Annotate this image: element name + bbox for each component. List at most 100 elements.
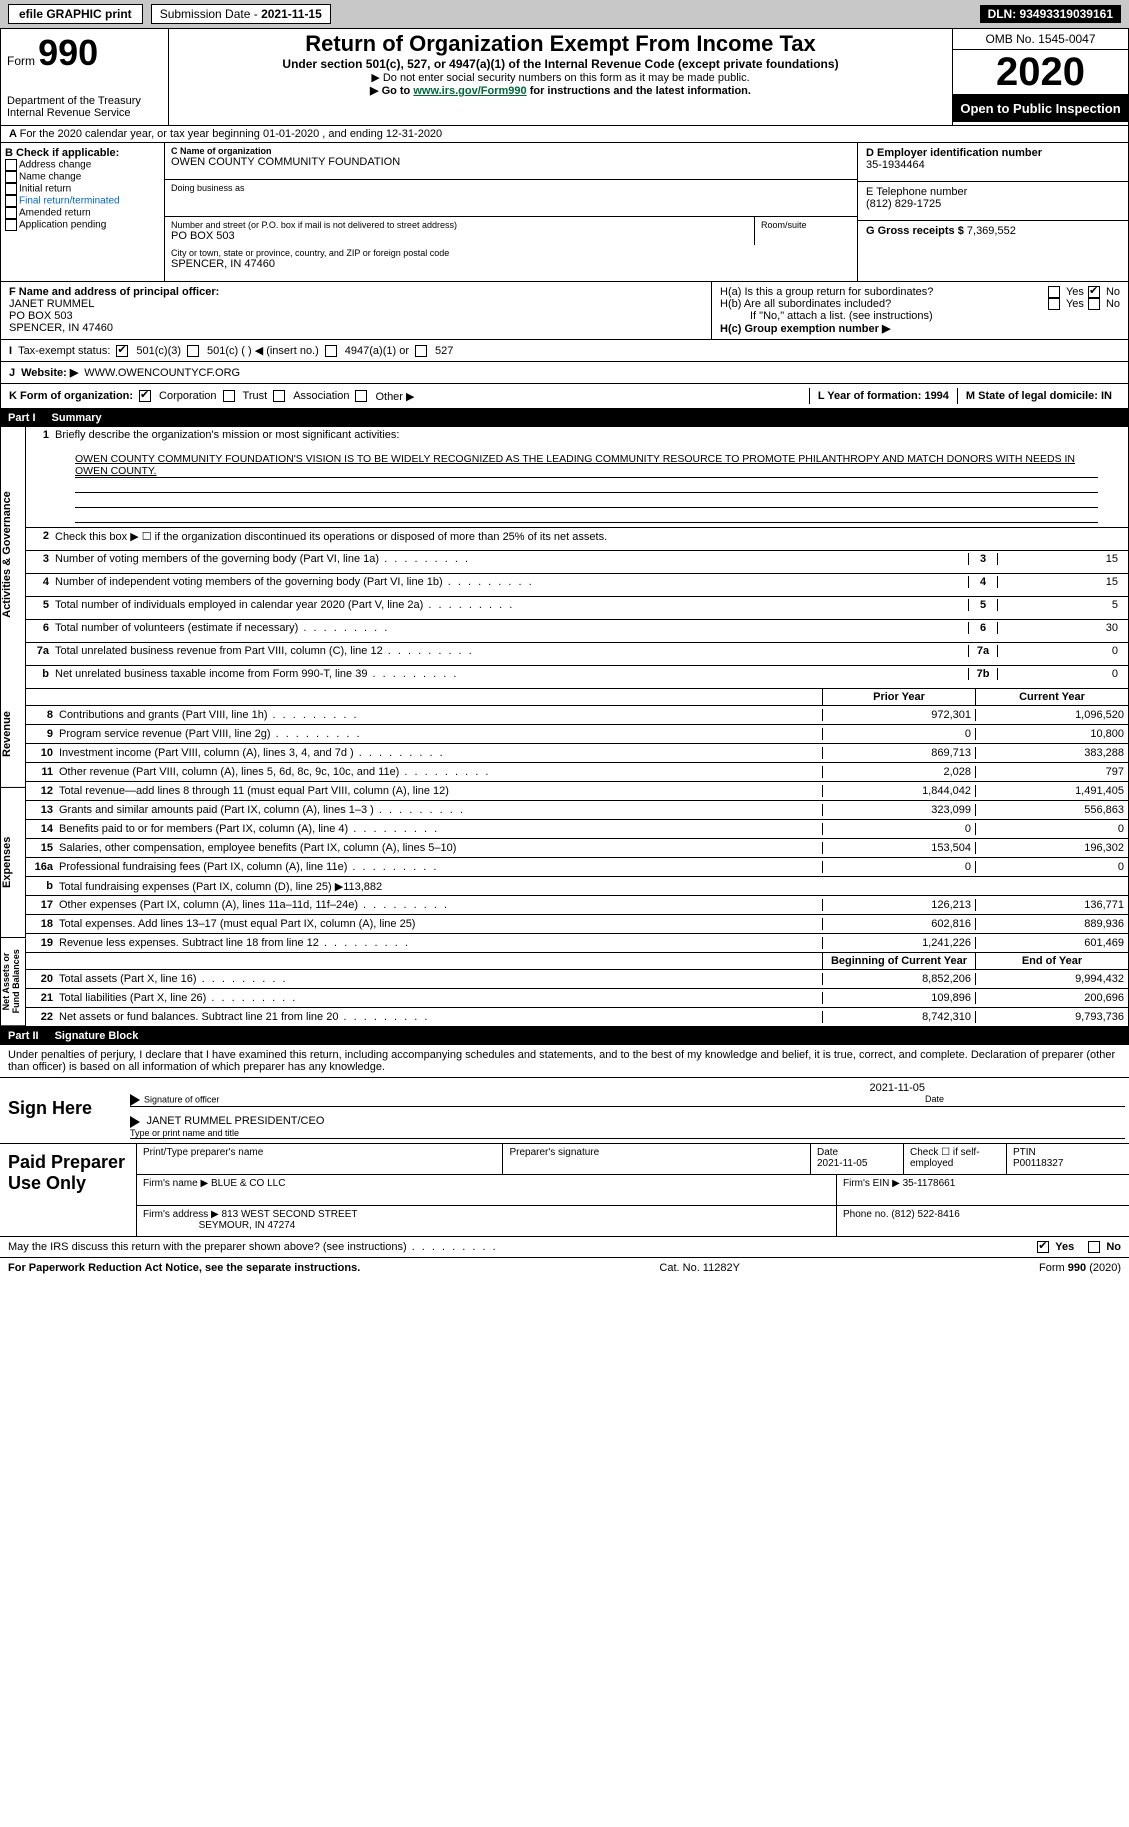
org-name: OWEN COUNTY COMMUNITY FOUNDATION (171, 156, 851, 168)
city-cell: City or town, state or province, country… (165, 245, 857, 281)
val-7a: 0 (997, 645, 1124, 657)
chk-name-change[interactable]: Name change (5, 171, 160, 183)
opt-501c3: 501(c)(3) (136, 345, 181, 357)
chk-final-return[interactable]: Final return/terminated (5, 195, 160, 207)
part1-num: Part I (8, 412, 36, 424)
chk-corp[interactable] (139, 390, 151, 402)
form-note-2: ▶ Go to www.irs.gov/Form990 for instruct… (175, 84, 946, 97)
chk-527[interactable] (415, 345, 427, 357)
line-7a: 7aTotal unrelated business revenue from … (25, 642, 1128, 665)
side-expenses: Expenses (1, 788, 26, 938)
ha-yesno[interactable]: Yes No (1048, 286, 1120, 298)
typed-name: JANET RUMMEL PRESIDENT/CEO (147, 1115, 325, 1127)
part1-header: Part I Summary (0, 409, 1129, 427)
form-title: Return of Organization Exempt From Incom… (175, 31, 946, 57)
line-16b: bTotal fundraising expenses (Part IX, co… (25, 876, 1128, 895)
firm-name: Firm's name ▶ BLUE & CO LLC (137, 1175, 837, 1205)
open-to-public: Open to Public Inspection (953, 95, 1128, 122)
arrow-icon (130, 1116, 140, 1128)
paid-preparer-label: Paid Preparer Use Only (0, 1144, 136, 1236)
prep-date: Date2021-11-05 (811, 1144, 904, 1174)
prep-selfemployed[interactable]: Check ☐ if self-employed (904, 1144, 1007, 1174)
line-14: 14Benefits paid to or for members (Part … (25, 819, 1128, 838)
side-netassets: Net Assets or Fund Balances (1, 938, 26, 1026)
addr-value: PO BOX 503 (171, 230, 748, 242)
chk-application-pending[interactable]: Application pending (5, 219, 160, 231)
line-5: 5Total number of individuals employed in… (25, 596, 1128, 619)
department-label: Department of the Treasury Internal Reve… (7, 95, 162, 119)
opt-trust: Trust (243, 390, 268, 402)
opt-assoc: Association (293, 390, 349, 402)
chk-trust[interactable] (223, 390, 235, 402)
org-name-cell: C Name of organization OWEN COUNTY COMMU… (165, 143, 857, 180)
form-word: Form (7, 54, 35, 68)
city-value: SPENCER, IN 47460 (171, 258, 851, 270)
i-label: Tax-exempt status: (18, 345, 110, 357)
b-label: B Check if applicable: (5, 147, 160, 159)
part2-num: Part II (8, 1030, 39, 1042)
line1-label: Briefly describe the organization's miss… (55, 429, 1124, 441)
chk-address-change[interactable]: Address change (5, 159, 160, 171)
row-j-website: J Website: ▶ WWW.OWENCOUNTYCF.ORG (0, 362, 1129, 384)
org-name-label: C Name of organization (171, 146, 851, 156)
val-4: 15 (997, 576, 1124, 588)
efile-print-button[interactable]: efile GRAPHIC print (8, 4, 143, 24)
discuss-yesno[interactable]: Yes No (1037, 1241, 1121, 1253)
chk-other[interactable] (355, 390, 367, 402)
sig-officer-label: Signature of officer (144, 1094, 219, 1104)
tel-value: (812) 829-1725 (866, 198, 1120, 210)
tel-label: E Telephone number (866, 186, 1120, 198)
subdate-label: Submission Date - (160, 7, 261, 21)
current-year-header: Current Year (975, 689, 1128, 705)
val-5: 5 (997, 599, 1124, 611)
note2-pre: ▶ Go to (370, 85, 413, 97)
row-a-tax-year: A For the 2020 calendar year, or tax yea… (0, 126, 1129, 143)
line-17: 17Other expenses (Part IX, column (A), l… (25, 895, 1128, 914)
boy-eoy-header: Beginning of Current Year End of Year (25, 952, 1128, 969)
tax-year: 2020 (953, 50, 1128, 95)
chk-501c3[interactable] (116, 345, 128, 357)
chk-initial-return[interactable]: Initial return (5, 183, 160, 195)
line-7b: bNet unrelated business taxable income f… (25, 665, 1128, 688)
city-label: City or town, state or province, country… (171, 248, 851, 258)
line-15: 15Salaries, other compensation, employee… (25, 838, 1128, 857)
ha-label: H(a) Is this a group return for subordin… (720, 286, 933, 298)
line-16a: 16aProfessional fundraising fees (Part I… (25, 857, 1128, 876)
form-subtitle: Under section 501(c), 527, or 4947(a)(1)… (175, 57, 946, 71)
paid-preparer-block: Paid Preparer Use Only Print/Type prepar… (0, 1143, 1129, 1236)
hb-label: H(b) Are all subordinates included? (720, 298, 891, 310)
form-header: Form 990 Department of the Treasury Inte… (0, 28, 1129, 126)
gross-label: G Gross receipts $ (866, 225, 967, 237)
dba-label: Doing business as (171, 183, 851, 193)
val-7b: 0 (997, 668, 1124, 680)
identity-block: B Check if applicable: Address change Na… (0, 143, 1129, 282)
chk-501c[interactable] (187, 345, 199, 357)
chk-amended[interactable]: Amended return (5, 207, 160, 219)
tel-cell: E Telephone number (812) 829-1725 (858, 182, 1128, 221)
line-3: 3Number of voting members of the governi… (25, 550, 1128, 573)
summary-content: 1 Briefly describe the organization's mi… (25, 427, 1128, 1026)
form-note-1: ▶ Do not enter social security numbers o… (175, 71, 946, 84)
sign-here-block: Sign Here 2021-11-05 Signature of office… (0, 1077, 1129, 1143)
addr-label: Number and street (or P.O. box if mail i… (171, 220, 748, 230)
line-19: 19Revenue less expenses. Subtract line 1… (25, 933, 1128, 952)
side-governance: Activities & Governance (1, 427, 26, 682)
opt-4947: 4947(a)(1) or (345, 345, 409, 357)
firm-address: Firm's address ▶ 813 WEST SECOND STREET … (137, 1206, 837, 1236)
sig-date-top: 2021-11-05 (110, 1082, 1125, 1094)
opt-501c: 501(c) ( ) ◀ (insert no.) (207, 344, 319, 357)
chk-assoc[interactable] (273, 390, 285, 402)
hb-note: If "No," attach a list. (see instruction… (720, 310, 1120, 322)
perjury-declaration: Under penalties of perjury, I declare th… (0, 1045, 1129, 1077)
chk-4947[interactable] (325, 345, 337, 357)
opt-527: 527 (435, 345, 453, 357)
hb-yesno[interactable]: Yes No (1048, 298, 1120, 310)
line-18: 18Total expenses. Add lines 13–17 (must … (25, 914, 1128, 933)
form-footer: Form 990 (2020) (1039, 1262, 1121, 1274)
discuss-text: May the IRS discuss this return with the… (8, 1241, 1037, 1253)
paperwork-notice: For Paperwork Reduction Act Notice, see … (8, 1262, 360, 1274)
line-20: 20Total assets (Part X, line 16)8,852,20… (25, 969, 1128, 988)
dln-label: DLN: 93493319039161 (980, 5, 1121, 23)
line-13: 13Grants and similar amounts paid (Part … (25, 800, 1128, 819)
irs-link[interactable]: www.irs.gov/Form990 (413, 85, 526, 97)
